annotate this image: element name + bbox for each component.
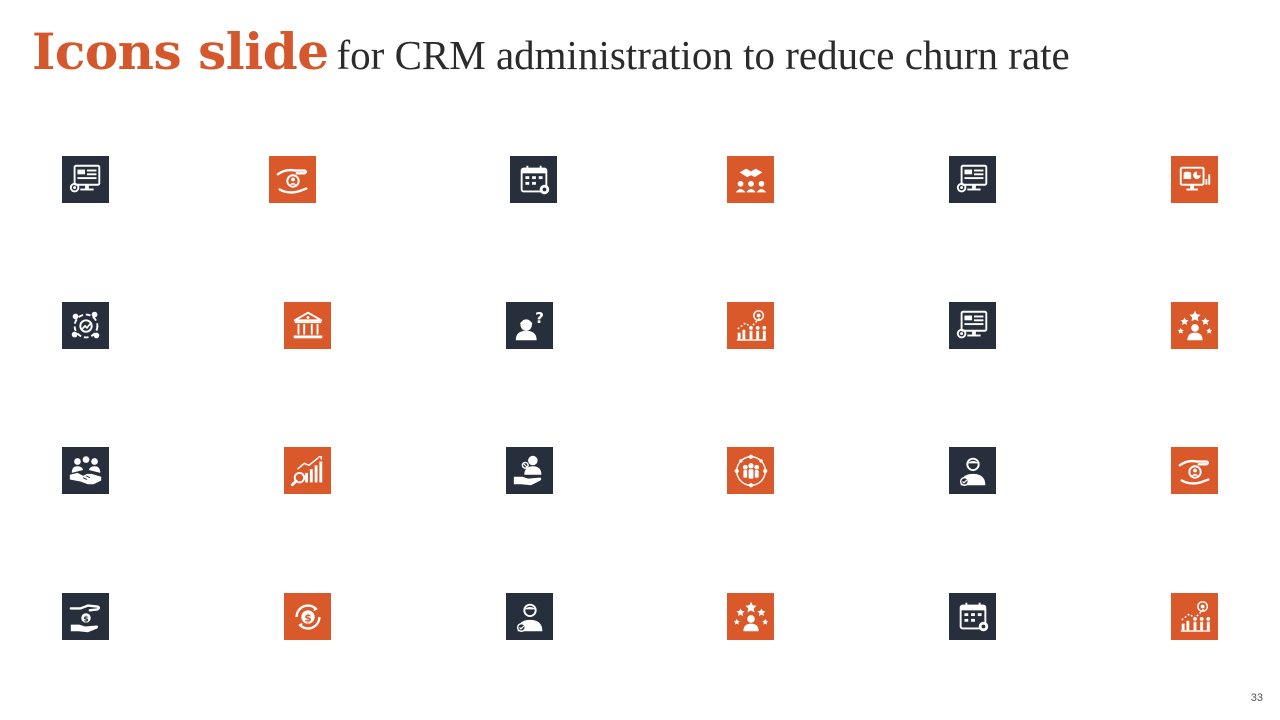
star-rating-user-icon bbox=[1177, 310, 1212, 340]
monitor-analytics-icon bbox=[1179, 166, 1210, 190]
target-growth-team-icon bbox=[736, 309, 766, 341]
hand-holding-user-tile bbox=[506, 447, 553, 494]
monitor-document-icon bbox=[956, 164, 987, 192]
cycle-growth-tile bbox=[62, 302, 109, 349]
calendar-settings-icon bbox=[520, 165, 549, 194]
slide-title: Icons slide for CRM administration to red… bbox=[32, 22, 1070, 81]
dollar-cycle-icon: $ bbox=[294, 603, 321, 630]
calendar-settings-tile bbox=[510, 156, 557, 203]
user-question-tile: ? bbox=[506, 302, 553, 349]
title-subtitle: for CRM administration to reduce churn r… bbox=[336, 32, 1070, 78]
handshake-team-icon bbox=[735, 168, 766, 192]
cycle-growth-icon bbox=[71, 311, 99, 338]
monitor-document-tile bbox=[949, 156, 996, 203]
magnify-growth-chart-icon bbox=[290, 455, 322, 486]
hand-giving-user-tile bbox=[269, 156, 316, 203]
svg-text:?: ? bbox=[535, 309, 544, 327]
group-handshake-icon bbox=[69, 455, 101, 484]
svg-text:$: $ bbox=[304, 612, 311, 624]
monitor-document-tile bbox=[62, 156, 109, 203]
star-rating-user-tile bbox=[727, 593, 774, 640]
handshake-team-tile bbox=[727, 156, 774, 203]
hand-holding-dollar-icon: $ bbox=[69, 603, 100, 632]
hand-giving-user-tile bbox=[1171, 447, 1218, 494]
hand-holding-user-icon bbox=[513, 455, 541, 485]
target-growth-team-icon bbox=[1180, 600, 1210, 632]
target-growth-team-tile bbox=[1171, 593, 1218, 640]
hand-giving-user-icon bbox=[276, 168, 307, 194]
user-check-icon bbox=[516, 603, 542, 632]
team-network-tile bbox=[727, 447, 774, 494]
monitor-document-tile bbox=[949, 302, 996, 349]
star-rating-user-tile bbox=[1171, 302, 1218, 349]
hand-giving-user-icon bbox=[1178, 459, 1209, 485]
team-network-icon bbox=[734, 454, 767, 487]
monitor-document-icon bbox=[956, 310, 987, 338]
dollar-cycle-tile: $ bbox=[284, 593, 331, 640]
bank-building-tile bbox=[284, 302, 331, 349]
user-question-icon: ? bbox=[515, 309, 544, 340]
monitor-analytics-tile bbox=[1171, 156, 1218, 203]
group-handshake-tile bbox=[62, 447, 109, 494]
bank-building-icon bbox=[293, 311, 322, 338]
magnify-growth-chart-tile bbox=[284, 447, 331, 494]
svg-text:$: $ bbox=[83, 614, 88, 623]
user-check-tile bbox=[949, 447, 996, 494]
target-growth-team-tile bbox=[727, 302, 774, 349]
calendar-settings-icon bbox=[959, 602, 988, 631]
star-rating-user-icon bbox=[733, 601, 768, 631]
title-lead: Icons slide bbox=[32, 22, 329, 81]
user-check-icon bbox=[959, 457, 985, 486]
page-number: 33 bbox=[1250, 692, 1263, 704]
monitor-document-icon bbox=[69, 164, 100, 192]
user-check-tile bbox=[506, 593, 553, 640]
hand-holding-dollar-tile: $ bbox=[62, 593, 109, 640]
calendar-settings-tile bbox=[949, 593, 996, 640]
